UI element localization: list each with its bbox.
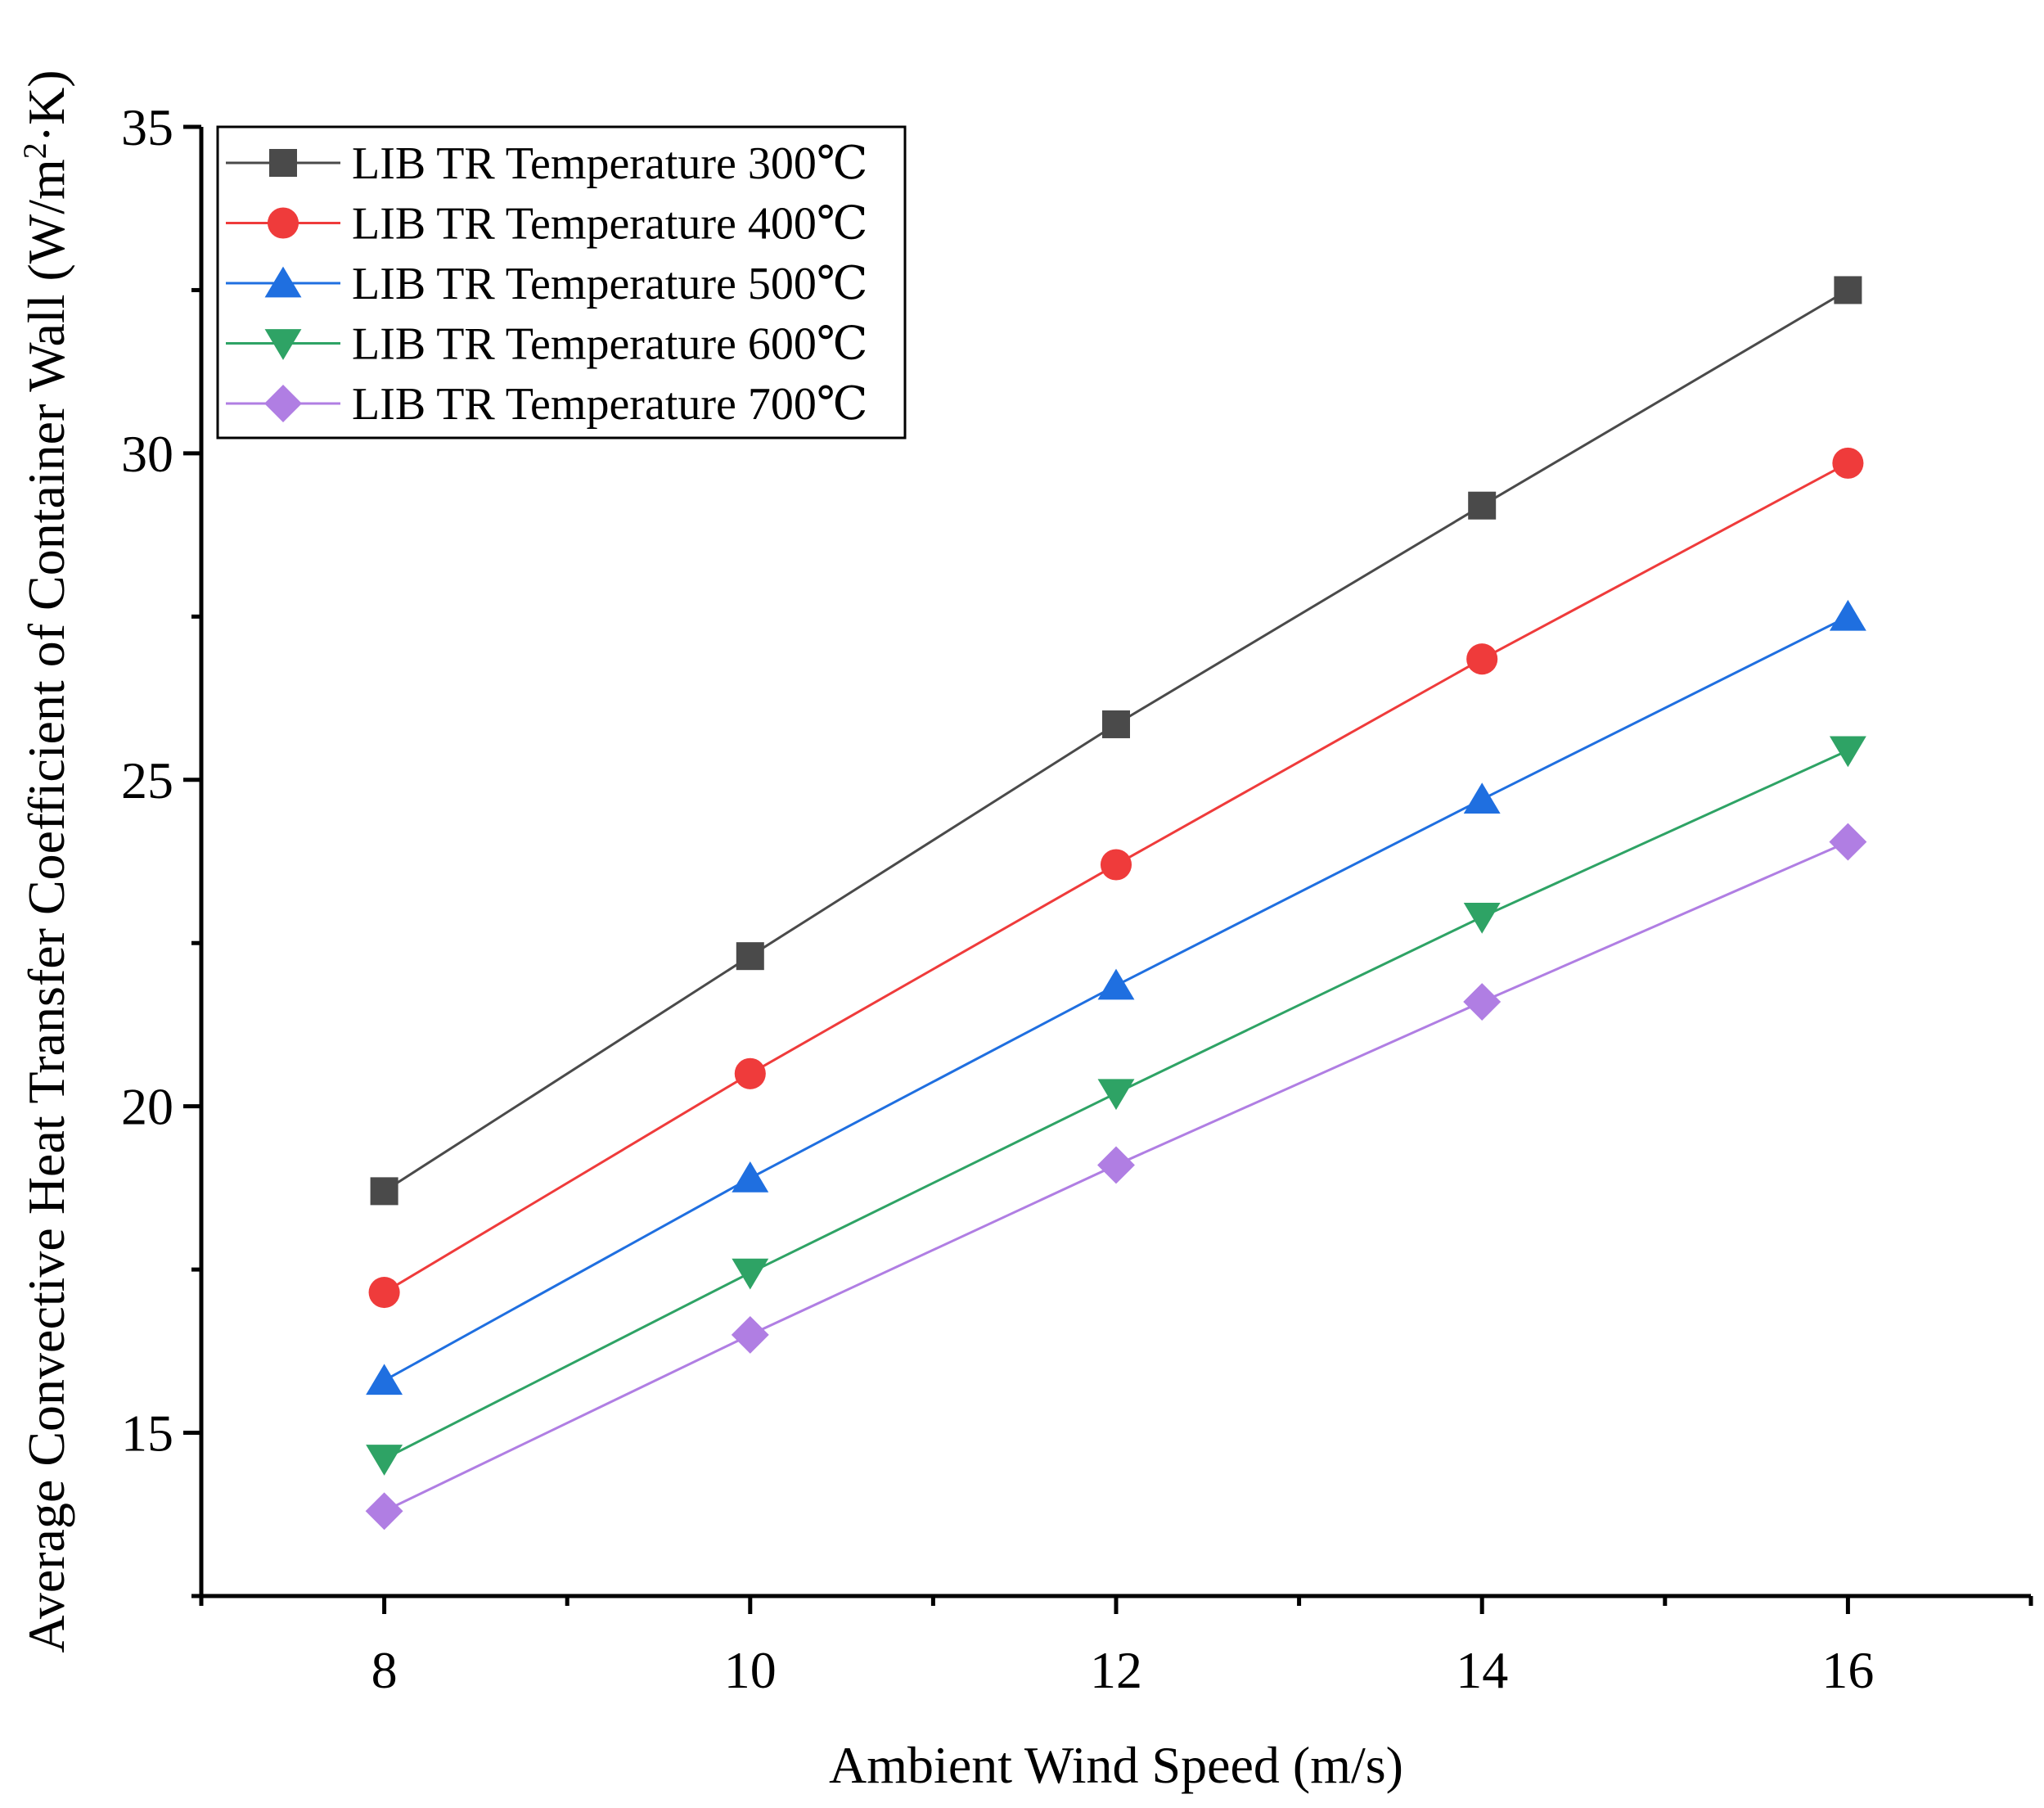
data-point [1466, 643, 1498, 675]
legend-marker [264, 385, 302, 422]
x-tick-label: 10 [724, 1641, 777, 1699]
series-5 [365, 823, 1867, 1531]
data-point [1829, 599, 1866, 631]
data-point [1100, 849, 1132, 881]
y-axis-title: Average Convective Heat Transfer Coeffic… [16, 70, 76, 1652]
series [365, 276, 1867, 1531]
data-point [1463, 902, 1501, 934]
data-point [366, 1445, 403, 1476]
legend-item: LIB TR Temperature 400℃ [226, 199, 868, 250]
data-point [1832, 447, 1864, 479]
legend-item: LIB TR Temperature 500℃ [226, 259, 868, 309]
data-point [732, 1161, 769, 1193]
x-tick-label: 16 [1821, 1641, 1874, 1699]
series-3 [366, 599, 1866, 1395]
data-point [1463, 983, 1501, 1021]
x-tick-label: 14 [1456, 1641, 1508, 1699]
legend-marker [269, 149, 297, 177]
ticks: 15 20 25 30 35 8 10 12 14 16 [121, 98, 2033, 1699]
data-point [1468, 491, 1497, 520]
data-point [734, 1057, 766, 1089]
data-point [1829, 823, 1867, 861]
x-axis-title: Ambient Wind Speed (m/s) [829, 1736, 1403, 1794]
data-point [1834, 276, 1862, 304]
y-axis-title-superscript: 2 [16, 142, 53, 159]
y-tick-label: 20 [121, 1078, 173, 1136]
data-point [732, 1258, 769, 1290]
legend-label: LIB TR Temperature 300℃ [352, 138, 868, 189]
y-tick-label: 35 [121, 98, 173, 156]
data-point [365, 1492, 403, 1531]
legend-item: LIB TR Temperature 300℃ [226, 138, 868, 189]
data-point [1097, 1146, 1135, 1184]
legend-marker [264, 266, 302, 298]
data-point [370, 1177, 398, 1206]
x-tick-label: 12 [1090, 1641, 1142, 1699]
legend-marker [267, 207, 299, 239]
data-point [1102, 710, 1130, 738]
data-point [1829, 736, 1866, 768]
y-axis-title-main: Average Convective Heat Transfer Coeffic… [17, 159, 75, 1652]
legend-label: LIB TR Temperature 400℃ [352, 199, 868, 250]
legend-label: LIB TR Temperature 500℃ [352, 259, 868, 309]
legend-item: LIB TR Temperature 700℃ [226, 379, 868, 430]
data-point [1097, 1079, 1135, 1111]
x-tick-label: 8 [371, 1641, 398, 1699]
data-point [1097, 968, 1135, 1000]
series-4 [366, 736, 1866, 1476]
data-point [1463, 782, 1501, 814]
series-2 [368, 447, 1864, 1309]
legend-marker [264, 329, 302, 360]
y-tick-label: 15 [121, 1404, 173, 1463]
axes: Ambient Wind Speed (m/s) Average Convect… [16, 70, 2031, 1794]
data-point [731, 1315, 769, 1354]
y-tick-label: 25 [121, 751, 173, 809]
legend-label: LIB TR Temperature 700℃ [352, 379, 868, 430]
y-axis-title-unit: ·K) [17, 70, 75, 142]
y-tick-label: 30 [121, 425, 173, 483]
series-1 [370, 276, 1862, 1206]
legend: LIB TR Temperature 300℃ LIB TR Temperatur… [216, 125, 907, 440]
data-point [366, 1364, 403, 1395]
legend-label: LIB TR Temperature 600℃ [352, 319, 868, 370]
data-point [368, 1276, 400, 1309]
legend-item: LIB TR Temperature 600℃ [226, 319, 868, 370]
data-point [736, 942, 764, 971]
